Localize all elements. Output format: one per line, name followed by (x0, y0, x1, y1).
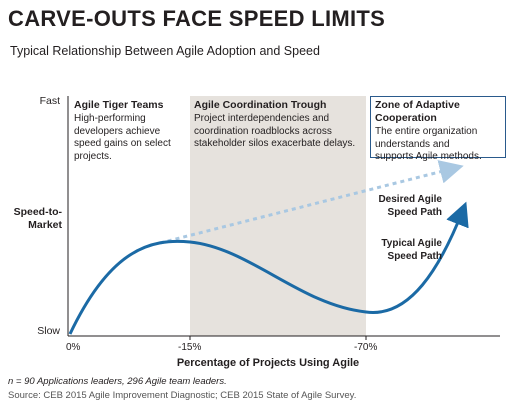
y-tick-slow: Slow (37, 325, 60, 337)
desired-path-label: Desired Agile Speed Path (378, 194, 442, 218)
zone-trough-heading: Agile Coordination Trough (194, 99, 327, 111)
typical-speed-path (68, 201, 469, 335)
zone-adaptive-box (370, 96, 506, 158)
chart-title: CARVE-OUTS FACE SPEED LIMITS (8, 6, 386, 31)
y-axis-label: Speed-to-Market (13, 206, 62, 231)
zone-tiger-teams-heading: Agile Tiger Teams (74, 99, 164, 111)
chart-subtitle: Typical Relationship Between Agile Adopt… (10, 44, 320, 58)
desired-speed-path (159, 160, 464, 245)
x-tick-15: -15% (178, 342, 202, 353)
x-axis-label: Percentage of Projects Using Agile (176, 357, 360, 369)
zone-adaptive-heading: Zone of Adaptive Cooperation (375, 99, 460, 124)
zone-trough-text: Project interdependencies and coordinati… (194, 113, 356, 149)
source-note: Source: CEB 2015 Agile Improvement Diagn… (8, 390, 357, 401)
x-tick-70: -70% (354, 342, 378, 353)
y-tick-fast: Fast (39, 95, 60, 107)
footnote: n = 90 Applications leaders, 296 Agile t… (8, 376, 227, 387)
x-tick-0: 0% (66, 342, 81, 353)
typical-path-label: Typical Agile Speed Path (381, 238, 442, 262)
zone-adaptive-text: The entire organization understands and … (375, 126, 482, 162)
trough-zone-band (190, 96, 366, 336)
zone-tiger-teams-text: High-performing developers achieve speed… (74, 113, 171, 162)
